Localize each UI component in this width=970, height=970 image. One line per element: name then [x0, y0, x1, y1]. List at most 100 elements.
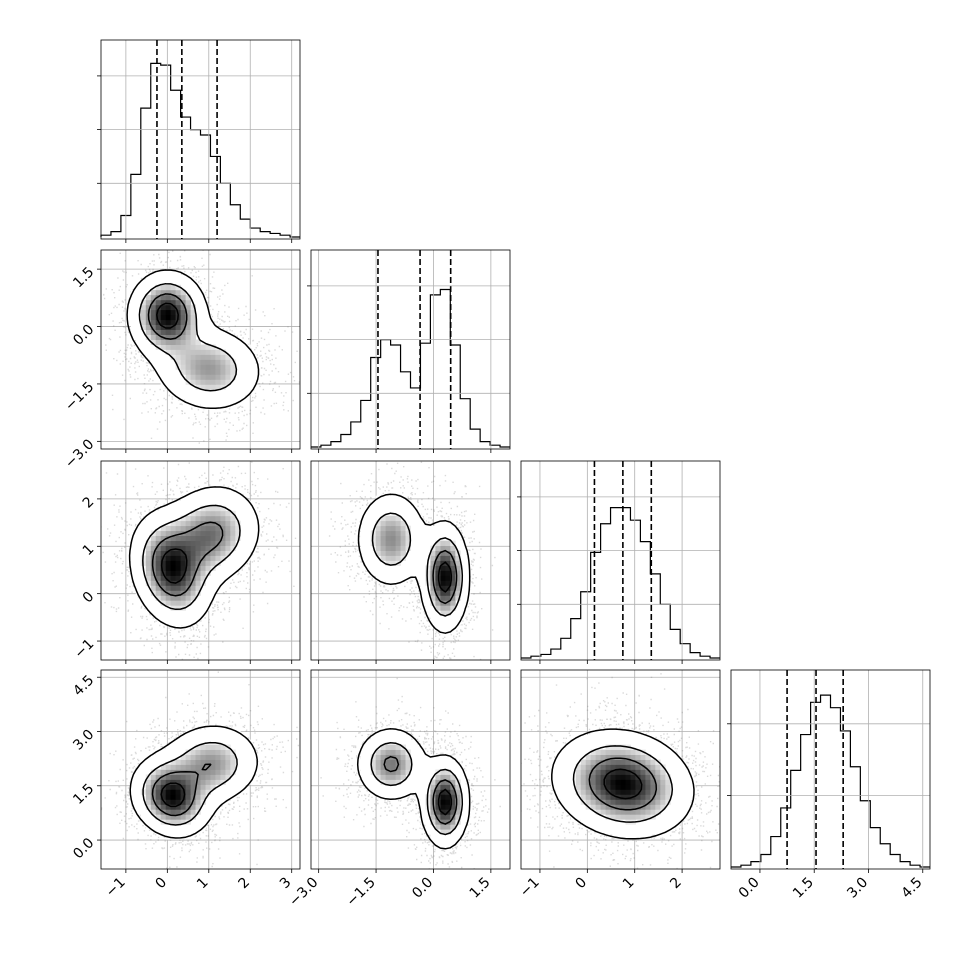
density-cell	[220, 515, 226, 522]
density-cell	[455, 565, 461, 571]
density-cell	[210, 560, 216, 566]
density-cell	[165, 804, 172, 810]
density-cell	[660, 784, 666, 790]
density-cell	[640, 759, 646, 765]
density-cell	[180, 334, 186, 340]
density-cell	[180, 565, 186, 571]
density-cell	[615, 749, 621, 755]
density-cell	[655, 784, 661, 790]
contour-line	[151, 763, 212, 817]
density-cell	[200, 794, 206, 800]
density-cell	[220, 384, 226, 390]
density-cell	[150, 289, 157, 296]
density-cell	[400, 749, 406, 755]
density-cell	[190, 545, 196, 551]
density-cell	[170, 774, 176, 780]
density-cell	[175, 804, 181, 810]
density-cell	[195, 540, 201, 546]
density-cell	[620, 764, 626, 770]
density-cell	[165, 809, 172, 815]
density-cell	[175, 759, 181, 765]
density-cell	[455, 809, 461, 815]
density-cell	[440, 585, 446, 591]
density-cell	[630, 749, 636, 755]
density-cell	[160, 329, 167, 335]
density-cell	[445, 540, 451, 546]
density-cell	[155, 304, 162, 311]
contour-line	[383, 755, 458, 825]
density-cell	[395, 769, 401, 775]
density-cell	[625, 794, 631, 800]
density-cell	[165, 304, 172, 311]
density-cell	[180, 339, 186, 345]
density-cell	[175, 570, 181, 576]
density-cell	[190, 759, 196, 765]
density-cell	[430, 819, 436, 825]
density-cell	[170, 294, 176, 301]
density-cell	[160, 600, 167, 606]
density-cell	[145, 329, 152, 335]
panel-content	[311, 461, 510, 660]
density-cell	[225, 354, 231, 360]
density-cell	[160, 319, 167, 325]
density-cell	[650, 799, 656, 805]
density-cell	[430, 595, 436, 601]
density-cell	[230, 515, 236, 522]
density-cell	[600, 754, 606, 760]
density-cell	[635, 789, 641, 795]
density-cell	[155, 299, 162, 306]
density-cell	[205, 754, 211, 760]
density-cell	[185, 560, 191, 566]
density-cell	[150, 799, 157, 805]
density-cell	[145, 799, 152, 805]
density-cell	[450, 824, 456, 830]
density-cell	[180, 329, 186, 335]
density-cell	[605, 814, 611, 820]
density-cell	[215, 369, 221, 375]
density-cell	[225, 545, 231, 551]
histogram-panel-3	[727, 670, 930, 869]
density-cell	[630, 814, 636, 820]
density-cell	[665, 774, 671, 780]
density-cell	[390, 515, 396, 522]
density-cell	[185, 359, 191, 365]
x-tick-label: 0	[573, 875, 591, 893]
density-cell	[210, 520, 216, 527]
density-cell	[165, 779, 172, 785]
density-cell	[215, 769, 221, 775]
density-cell	[210, 349, 216, 355]
density-cell	[160, 565, 167, 571]
panel-frame	[310, 669, 511, 870]
density-cell	[165, 814, 172, 820]
density-cell	[435, 560, 441, 566]
density-cell	[180, 314, 186, 321]
density-cell	[375, 774, 382, 780]
density-cell	[575, 789, 582, 795]
density-cell	[635, 809, 641, 815]
density-cell	[610, 814, 616, 820]
density-cell	[435, 819, 441, 825]
density-cell	[450, 550, 456, 556]
density-cell	[170, 354, 176, 360]
contour-line	[151, 521, 224, 597]
density-cell	[625, 809, 631, 815]
density-cell	[210, 779, 216, 785]
density-cell	[380, 764, 386, 770]
density-cell	[380, 774, 386, 780]
density-cell	[195, 764, 201, 770]
contour-line	[437, 788, 453, 816]
density-cell	[440, 824, 446, 830]
density-cell	[665, 779, 671, 785]
density-cell	[220, 525, 226, 532]
density-cell	[625, 749, 631, 755]
density-cell	[635, 764, 641, 770]
density-cell	[175, 799, 181, 805]
density-cell	[600, 794, 606, 800]
density-cell	[175, 784, 181, 790]
density-cell	[150, 809, 157, 815]
density-cell	[190, 374, 196, 380]
density-cell	[400, 774, 406, 780]
density-cell	[210, 525, 216, 532]
density-cell	[165, 294, 172, 301]
